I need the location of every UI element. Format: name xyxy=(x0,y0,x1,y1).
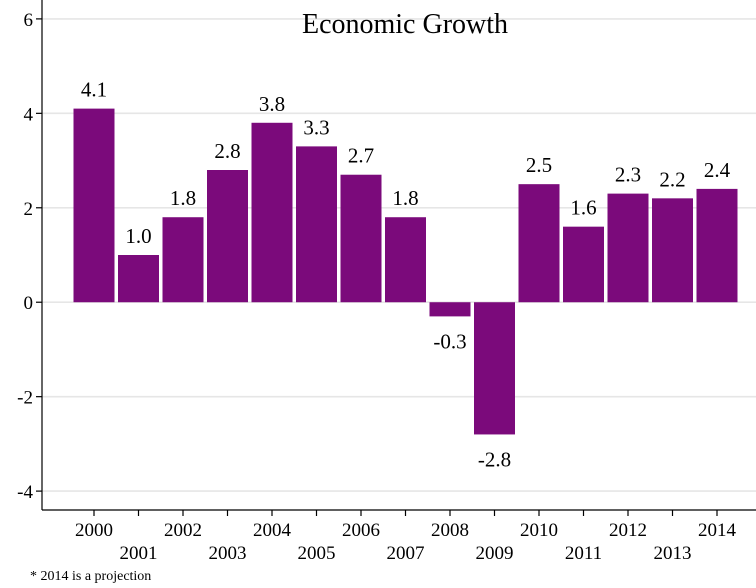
x-tick-label-2004: 2004 xyxy=(253,520,292,541)
bar-2003 xyxy=(207,170,248,303)
data-label-2014: 2.4 xyxy=(704,158,731,182)
y-axis: -4 -2 0 2 4 6 xyxy=(17,0,43,510)
bar-2004 xyxy=(251,122,293,303)
x-tick-label-2001: 2001 xyxy=(120,543,158,564)
bar-2007 xyxy=(385,217,426,303)
data-label-2009: -2.8 xyxy=(478,447,511,471)
bar-2006 xyxy=(340,174,382,303)
data-label-2005: 3.3 xyxy=(303,115,329,139)
x-tick-label-2000: 2000 xyxy=(75,520,113,541)
bar-2013 xyxy=(652,198,693,303)
bar-2000 xyxy=(73,108,115,303)
y-tick-label: 6 xyxy=(24,10,34,31)
chart-title: Economic Growth xyxy=(302,9,508,40)
bar-2014 xyxy=(696,188,738,303)
data-label-2008: -0.3 xyxy=(433,329,466,353)
y-tick-label: 4 xyxy=(24,104,34,125)
bar-2010 xyxy=(518,184,560,303)
x-tick-label-2007: 2007 xyxy=(387,543,425,564)
data-label-2006: 2.7 xyxy=(348,144,374,168)
data-label-2007: 1.8 xyxy=(392,186,418,210)
x-tick-label-2003: 2003 xyxy=(209,543,247,564)
bar-2008 xyxy=(429,302,471,317)
data-label-2011: 1.6 xyxy=(570,196,596,220)
bar-2012 xyxy=(607,193,649,303)
data-label-2010: 2.5 xyxy=(526,153,552,177)
data-label-2013: 2.2 xyxy=(659,167,685,191)
data-label-2004: 3.8 xyxy=(259,92,285,116)
x-tick-label-2010: 2010 xyxy=(520,520,558,541)
x-tick-label-2009: 2009 xyxy=(476,543,514,564)
data-label-2003: 2.8 xyxy=(214,139,240,163)
y-tick-label: 2 xyxy=(24,199,34,220)
bar-2011 xyxy=(563,226,604,303)
bar-2002 xyxy=(162,217,204,303)
x-tick-label-2006: 2006 xyxy=(342,520,380,541)
x-tick-label-2002: 2002 xyxy=(164,520,202,541)
y-tick-label: -2 xyxy=(17,388,33,409)
y-tick-label: -4 xyxy=(17,482,33,503)
data-label-2002: 1.8 xyxy=(170,186,196,210)
x-tick-label-2014: 2014 xyxy=(698,520,737,541)
footnote: * 2014 is a projection xyxy=(30,569,152,584)
x-tick-label-2012: 2012 xyxy=(609,520,647,541)
x-tick-label-2008: 2008 xyxy=(431,520,469,541)
x-tick-label-2013: 2013 xyxy=(654,543,692,564)
bar-2005 xyxy=(296,146,337,303)
data-label-2001: 1.0 xyxy=(125,224,151,248)
data-label-2012: 2.3 xyxy=(615,163,641,187)
data-label-2000: 4.1 xyxy=(81,78,107,102)
bar-2001 xyxy=(118,255,159,303)
bars xyxy=(73,108,738,435)
bar-2009 xyxy=(474,302,515,435)
x-axis: 2000 2001 2002 2003 2004 2005 2006 2007 2008 2009… xyxy=(42,509,756,564)
data-labels: 4.1 1.0 1.8 2.8 3.8 3.3 2.7 1.8 -0.3 -2.8 2.5 1.6 2.… xyxy=(81,78,731,472)
x-tick-label-2011: 2011 xyxy=(565,543,602,564)
x-tick-label-2005: 2005 xyxy=(298,543,336,564)
y-tick-label: 0 xyxy=(24,293,34,314)
